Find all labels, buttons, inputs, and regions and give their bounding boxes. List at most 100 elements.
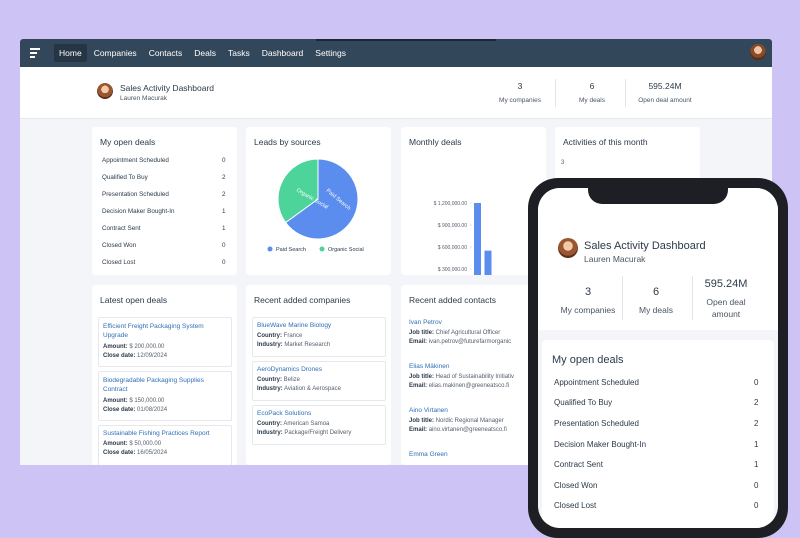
nav-companies[interactable]: Companies bbox=[93, 48, 137, 58]
deal-stage-label: Appointment Scheduled bbox=[102, 157, 169, 164]
deal-name-link[interactable]: Sustainable Fishing Practices Report bbox=[103, 430, 210, 437]
stat-companies: 3 My companies bbox=[556, 286, 620, 316]
top-navigation-bar: Home Companies Contacts Deals Tasks Dash… bbox=[20, 39, 772, 67]
bar-12[interactable] bbox=[474, 203, 481, 275]
field-value: $ 150,000.00 bbox=[129, 398, 165, 404]
deal-amount: Amount: $ 200,000.00 bbox=[103, 344, 227, 350]
nav-dashboard[interactable]: Dashboard bbox=[261, 48, 304, 58]
mobile-open-deals-card: My open deals Appointment Scheduled 0 Qu… bbox=[542, 340, 774, 528]
stat-open-amount: 595.24M Open deal amount bbox=[632, 81, 698, 104]
deal-stage-count: 2 bbox=[222, 174, 226, 181]
main-nav: Home Companies Contacts Deals Tasks Dash… bbox=[54, 44, 351, 62]
field-key: Amount: bbox=[103, 398, 128, 404]
stat-deals: 6 My deals bbox=[630, 286, 682, 316]
window-notch bbox=[316, 39, 496, 41]
y-tick-label: $ 1,200,000.00 bbox=[434, 201, 468, 207]
mobile-header: Sales Activity Dashboard Lauren Macurak … bbox=[538, 188, 778, 330]
deal-stage-count: 1 bbox=[754, 460, 759, 469]
bar-11[interactable] bbox=[484, 250, 492, 275]
contact-name-link[interactable]: Emma Green bbox=[409, 451, 448, 458]
company-name-link[interactable]: EcoPack Solutions bbox=[257, 410, 312, 417]
stat-value: 6 bbox=[652, 286, 660, 298]
contact-job: Job title: Chief Agricultural Officer bbox=[409, 330, 511, 336]
field-key: Job title: bbox=[409, 374, 434, 380]
company-item[interactable]: BlueWave Marine Biology Country: France … bbox=[252, 317, 386, 357]
field-key: Close date: bbox=[103, 450, 136, 456]
company-country: Country: American Samoa bbox=[257, 421, 381, 427]
divider bbox=[692, 276, 693, 320]
company-item[interactable]: AeroDynamics Drones Country: Belize Indu… bbox=[252, 361, 386, 401]
deal-stage-count: 2 bbox=[754, 398, 759, 407]
user-name: Lauren Macurak bbox=[584, 254, 646, 264]
deal-item[interactable]: Biodegradable Packaging Supplies Contrac… bbox=[98, 371, 232, 421]
pie-slice-organic-social[interactable] bbox=[277, 158, 319, 224]
divider bbox=[625, 79, 626, 107]
user-name: Lauren Macurak bbox=[120, 95, 167, 102]
field-key: Country: bbox=[257, 377, 282, 383]
company-name-link[interactable]: BlueWave Marine Biology bbox=[257, 322, 332, 329]
field-key: Country: bbox=[257, 421, 282, 427]
y-tick-label: $ 300,000.00 bbox=[438, 267, 467, 273]
stat-label: Open deal amount bbox=[638, 97, 692, 104]
contact-name-link[interactable]: Ivan Petrov bbox=[409, 319, 442, 326]
nav-tasks[interactable]: Tasks bbox=[227, 48, 250, 58]
open-deals-card: My open deals Appointment Scheduled 0 Qu… bbox=[92, 127, 237, 275]
deal-stage-label: Closed Lost bbox=[554, 501, 597, 510]
deal-stage-count: 0 bbox=[222, 259, 226, 266]
deal-stage-count: 2 bbox=[222, 191, 226, 198]
pie-slice-paid-search[interactable] bbox=[284, 158, 359, 240]
user-avatar-icon[interactable] bbox=[750, 44, 766, 60]
field-key: Industry: bbox=[257, 430, 283, 436]
field-key: Industry: bbox=[257, 342, 283, 348]
deal-stage-label: Appointment Scheduled bbox=[554, 378, 639, 387]
stat-value: 595.24M bbox=[704, 278, 748, 290]
leads-card: Leads by sources Organic Social Paid Sea… bbox=[246, 127, 391, 275]
company-country: Country: Belize bbox=[257, 377, 381, 383]
field-value: France bbox=[283, 333, 303, 339]
field-key: Job title: bbox=[409, 330, 434, 336]
deal-item[interactable]: Efficient Freight Packaging System Upgra… bbox=[98, 317, 232, 367]
stat-companies: 3 My companies bbox=[492, 81, 548, 104]
contact-item[interactable]: Aino Virtanen Job title: Nordic Regional… bbox=[409, 407, 507, 433]
card-title: Monthly deals bbox=[409, 137, 462, 147]
card-title: My open deals bbox=[552, 354, 624, 366]
deal-stage-label: Presentation Scheduled bbox=[554, 419, 639, 428]
card-title: Latest open deals bbox=[100, 295, 168, 305]
deal-name-link[interactable]: Efficient Freight Packaging System Upgra… bbox=[103, 323, 204, 339]
contact-name-link[interactable]: Aino Virtanen bbox=[409, 407, 448, 414]
deal-close-date: Close date: 16/05/2024 bbox=[103, 450, 227, 456]
card-title: Activities of this month bbox=[563, 137, 648, 147]
card-title: Recent added contacts bbox=[409, 295, 496, 305]
stat-label: My companies bbox=[499, 97, 541, 104]
nav-contacts[interactable]: Contacts bbox=[148, 48, 183, 58]
contact-item[interactable]: Emma Green bbox=[409, 451, 448, 458]
deal-stage-count: 1 bbox=[754, 440, 759, 449]
deal-stage-label: Qualified To Buy bbox=[102, 174, 148, 181]
field-key: Email: bbox=[409, 427, 428, 433]
divider bbox=[555, 79, 556, 107]
nav-home[interactable]: Home bbox=[54, 44, 87, 62]
field-value: Nordic Regional Manager bbox=[435, 418, 504, 424]
deal-stage-label: Closed Won bbox=[102, 242, 137, 249]
company-item[interactable]: EcoPack Solutions Country: American Samo… bbox=[252, 405, 386, 445]
stat-label: My companies bbox=[560, 305, 616, 315]
legend-label-organic: Organic Social bbox=[328, 247, 364, 253]
profile-avatar bbox=[97, 83, 113, 99]
field-key: Close date: bbox=[103, 353, 136, 359]
contact-name-link[interactable]: Elias Mäkinen bbox=[409, 363, 450, 370]
stat-label: My deals bbox=[638, 305, 673, 315]
nav-deals[interactable]: Deals bbox=[194, 48, 216, 58]
deal-name-link[interactable]: Biodegradable Packaging Supplies Contrac… bbox=[103, 377, 204, 393]
phone-notch bbox=[588, 188, 728, 204]
company-country: Country: France bbox=[257, 333, 381, 339]
contact-item[interactable]: Elias Mäkinen Job title: Head of Sustain… bbox=[409, 363, 514, 389]
app-logo-icon[interactable] bbox=[26, 44, 44, 62]
nav-settings[interactable]: Settings bbox=[315, 48, 347, 58]
deal-close-date: Close date: 12/09/2024 bbox=[103, 353, 227, 359]
deal-close-date: Close date: 01/08/2024 bbox=[103, 407, 227, 413]
company-name-link[interactable]: AeroDynamics Drones bbox=[257, 366, 323, 373]
contact-item[interactable]: Ivan Petrov Job title: Chief Agricultura… bbox=[409, 319, 511, 345]
deal-stage-count: 0 bbox=[222, 242, 226, 249]
divider bbox=[622, 276, 623, 320]
deal-item[interactable]: Sustainable Fishing Practices Report Amo… bbox=[98, 425, 232, 465]
